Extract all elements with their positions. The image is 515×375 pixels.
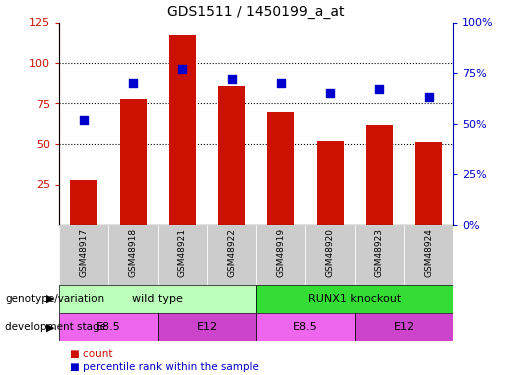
Text: GSM48920: GSM48920 <box>325 228 335 277</box>
Text: E8.5: E8.5 <box>96 322 121 332</box>
Text: ▶: ▶ <box>45 322 54 332</box>
Bar <box>366 124 393 225</box>
Point <box>326 90 334 96</box>
Bar <box>317 141 344 225</box>
Bar <box>256 313 355 341</box>
Text: E12: E12 <box>196 322 217 332</box>
Point <box>277 80 285 86</box>
Bar <box>256 225 305 285</box>
Bar <box>305 225 355 285</box>
Bar <box>267 112 295 225</box>
Bar <box>59 225 109 285</box>
Bar <box>158 313 256 341</box>
Text: GSM48922: GSM48922 <box>227 228 236 277</box>
Point <box>424 94 433 100</box>
Text: RUNX1 knockout: RUNX1 knockout <box>308 294 401 304</box>
Title: GDS1511 / 1450199_a_at: GDS1511 / 1450199_a_at <box>167 5 345 19</box>
Text: E8.5: E8.5 <box>293 322 318 332</box>
Point <box>375 86 384 92</box>
Text: ■ percentile rank within the sample: ■ percentile rank within the sample <box>70 362 259 372</box>
Bar <box>404 225 453 285</box>
Point <box>129 80 137 86</box>
Text: ■ count: ■ count <box>70 350 112 359</box>
Point <box>178 66 186 72</box>
Text: GSM48917: GSM48917 <box>79 228 89 277</box>
Bar <box>169 36 196 225</box>
Bar <box>59 313 158 341</box>
Point <box>80 117 88 123</box>
Point <box>228 76 236 82</box>
Bar <box>109 225 158 285</box>
Text: GSM48924: GSM48924 <box>424 228 433 277</box>
Text: genotype/variation: genotype/variation <box>5 294 104 304</box>
Bar <box>256 285 453 313</box>
Bar <box>355 313 453 341</box>
Bar <box>355 225 404 285</box>
Bar <box>207 225 256 285</box>
Bar <box>415 142 442 225</box>
Bar <box>218 86 245 225</box>
Bar <box>119 99 147 225</box>
Text: GSM48918: GSM48918 <box>129 228 138 277</box>
Bar <box>71 180 97 225</box>
Bar <box>158 225 207 285</box>
Text: development stage: development stage <box>5 322 106 332</box>
Bar <box>59 285 256 313</box>
Text: GSM48921: GSM48921 <box>178 228 187 277</box>
Text: wild type: wild type <box>132 294 183 304</box>
Text: ▶: ▶ <box>45 294 54 304</box>
Text: GSM48923: GSM48923 <box>375 228 384 277</box>
Text: GSM48919: GSM48919 <box>277 228 285 277</box>
Text: E12: E12 <box>393 322 415 332</box>
